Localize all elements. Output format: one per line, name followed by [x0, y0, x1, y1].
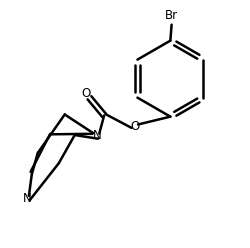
Text: O: O — [130, 120, 140, 133]
Text: Br: Br — [165, 9, 178, 22]
Text: N: N — [92, 128, 101, 142]
Text: N: N — [22, 192, 31, 205]
Text: O: O — [81, 87, 90, 100]
